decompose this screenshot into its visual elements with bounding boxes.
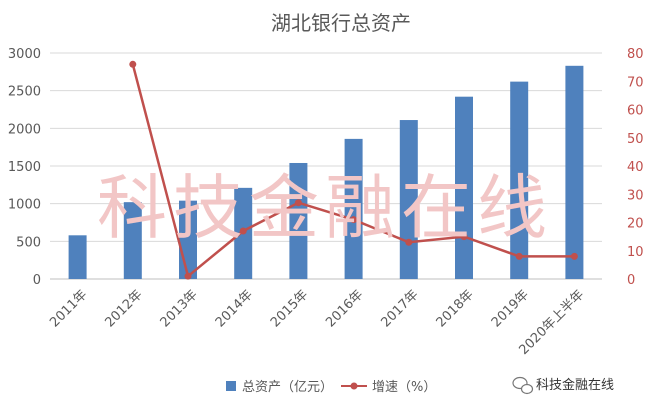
y-right-tick-label: 60 [627, 104, 644, 119]
y-axis-left: 0 500 1000 1500 2000 2500 3000 [8, 47, 41, 288]
y-right-tick-label: 0 [627, 273, 635, 288]
brand-text: 科技金融在线 [536, 377, 614, 393]
bar [289, 162, 308, 279]
y-axis-right: 0 10 20 30 40 50 60 70 80 [627, 47, 644, 288]
legend-label-assets: 总资产（亿元） [242, 380, 333, 395]
bar [455, 96, 473, 280]
bar [510, 81, 529, 279]
growth-point [239, 227, 247, 235]
brand: 科技金融在线 [512, 376, 614, 395]
y-right-tick-label: 70 [627, 75, 644, 90]
growth-point [405, 238, 413, 246]
legend-label-growth: 增速（%） [372, 380, 436, 395]
y-left-tick-label: 0 [33, 273, 41, 288]
x-tick-label: 2015年 [268, 287, 311, 330]
y-left-tick-label: 500 [16, 235, 41, 250]
legend: 总资产（亿元） 增速（%） [226, 380, 436, 395]
gridlines [50, 52, 602, 280]
bar-series [68, 65, 584, 280]
y-right-tick-label: 10 [627, 245, 644, 260]
y-right-tick-label: 50 [627, 132, 644, 147]
x-tick-label: 2014年 [213, 287, 256, 330]
y-right-tick-label: 30 [627, 188, 644, 203]
y-right-tick-label: 80 [627, 47, 644, 62]
chart-title: 湖北银行总资产 [271, 11, 411, 35]
bar [68, 235, 87, 279]
legend-swatch-assets [226, 381, 236, 391]
x-tick-label: 2013年 [158, 287, 201, 330]
growth-point [460, 233, 468, 241]
growth-point [515, 252, 523, 260]
growth-point [129, 60, 137, 68]
y-right-tick-label: 20 [627, 217, 644, 232]
bar [344, 138, 363, 279]
y-right-tick-label: 40 [627, 160, 644, 175]
wechat-icon [512, 376, 534, 395]
x-tick-label: 2018年 [434, 287, 477, 330]
growth-point [570, 252, 578, 260]
watermark-text: 科技金融在线 [97, 167, 553, 249]
x-tick-label: 2017年 [378, 287, 421, 330]
y-left-tick-label: 2000 [8, 122, 41, 137]
bar [123, 202, 142, 279]
y-left-tick-label: 2500 [8, 85, 41, 100]
x-tick-label: 2019年 [489, 287, 532, 330]
x-tick-label: 2012年 [102, 287, 145, 330]
growth-point [294, 199, 302, 207]
x-axis: 2011年 2012年 2013年 2014年 2015年 2016年 2017年 2018年… [47, 287, 587, 358]
y-left-tick-label: 1500 [8, 160, 41, 175]
growth-point [350, 216, 358, 224]
line-series [129, 60, 578, 280]
y-left-tick-label: 1000 [8, 198, 41, 213]
growth-point [184, 272, 192, 280]
bar [565, 65, 584, 279]
y-left-tick-label: 3000 [8, 47, 41, 62]
x-tick-label: 2016年 [323, 287, 366, 330]
x-tick-label: 2011年 [47, 287, 90, 330]
legend-marker-growth [350, 382, 358, 390]
